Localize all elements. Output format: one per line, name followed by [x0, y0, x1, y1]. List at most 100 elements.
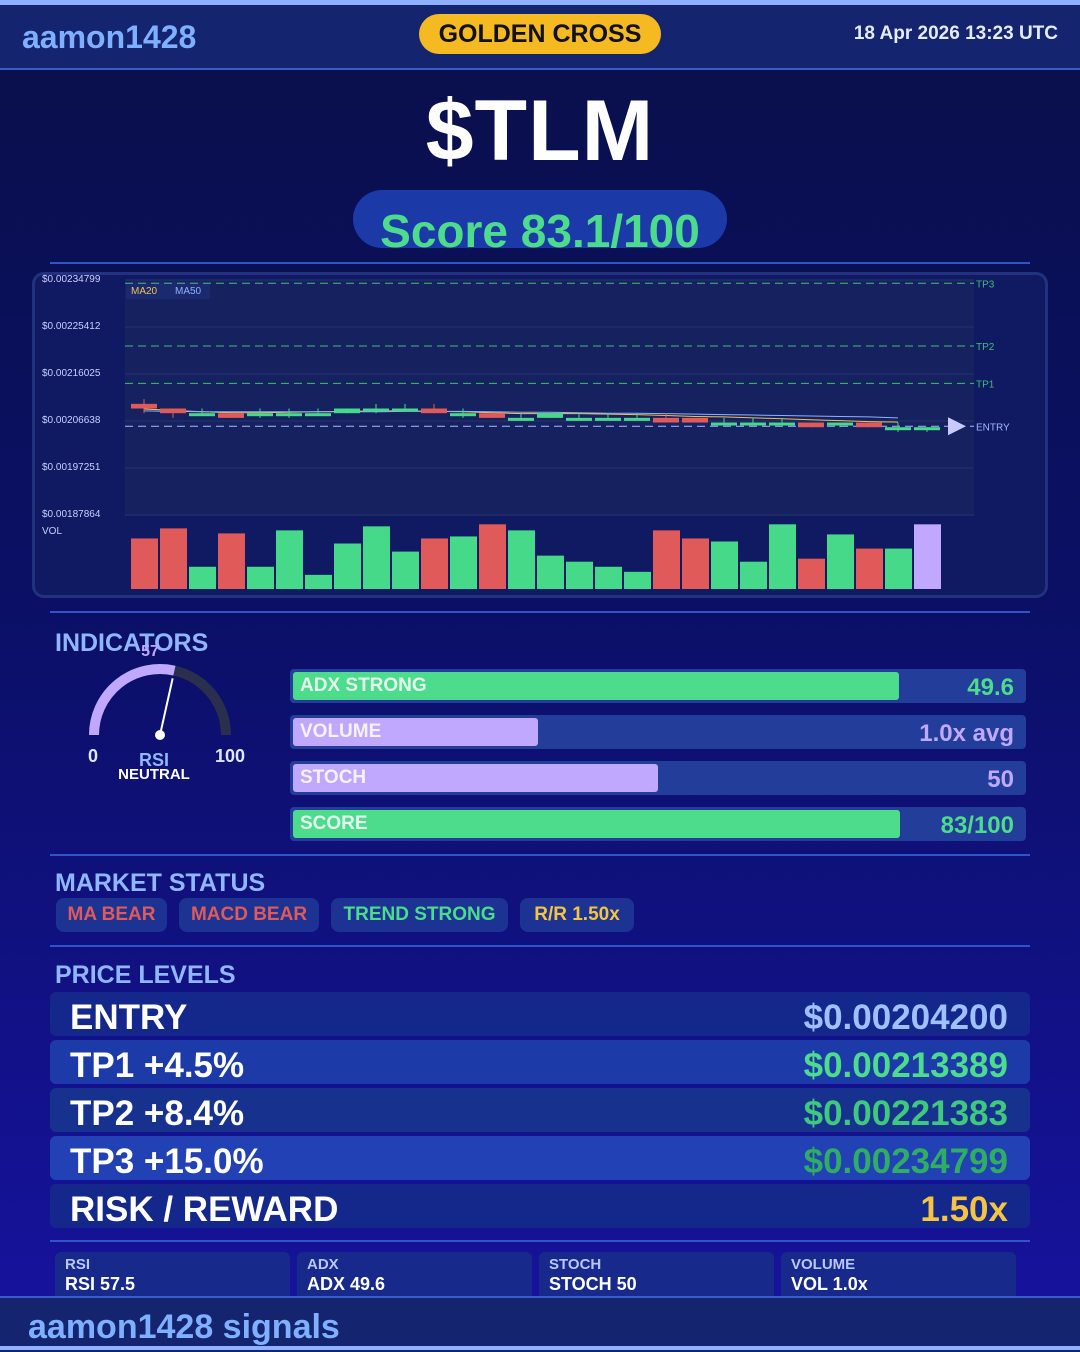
mini-stat-stoch: STOCH STOCH 50 — [539, 1252, 774, 1296]
entry-arrow — [948, 417, 966, 436]
volume-bar — [421, 538, 448, 589]
bar-value: 1.0x avg — [919, 720, 1014, 747]
gauge-hub — [155, 730, 165, 740]
price-level-name: RISK / REWARD — [70, 1190, 339, 1229]
candle-body — [682, 417, 708, 423]
volume-bar — [798, 558, 825, 589]
volume-bar — [189, 566, 216, 589]
volume-bar — [131, 538, 158, 589]
volume-bar — [711, 541, 738, 589]
rsi-value: 57 — [141, 643, 159, 660]
candle-body — [856, 422, 882, 428]
indicator-bar-adx: ADX STRONG 49.6 — [290, 669, 1026, 703]
volume-bar — [247, 566, 274, 589]
price-levels-title: PRICE LEVELS — [55, 961, 236, 989]
bar-fill — [293, 810, 900, 838]
rsi-state: NEUTRAL — [118, 766, 190, 783]
legend-box — [126, 282, 210, 299]
volume-label: VOL — [42, 526, 62, 537]
y-tick-label: $0.00187864 — [42, 509, 101, 520]
footer-bar: aamon1428 signals — [0, 1296, 1080, 1352]
level-label-tp3: TP3 — [976, 279, 995, 290]
price-level-name: TP3 +15.0% — [70, 1142, 264, 1181]
candle-body — [566, 417, 592, 421]
volume-bar — [827, 534, 854, 589]
bottom-accent-line — [0, 1346, 1080, 1350]
volume-bar — [566, 561, 593, 589]
bar-fill — [293, 718, 538, 746]
volume-bar — [479, 524, 506, 589]
legend-ma20: MA20 — [131, 286, 158, 297]
legend-ma50: MA50 — [175, 286, 202, 297]
candle-body — [392, 408, 418, 412]
y-tick-label: $0.00234799 — [42, 274, 101, 285]
candle-body — [798, 422, 824, 428]
rsi-name: RSI — [139, 750, 169, 770]
mini-stat-volume: VOLUME VOL 1.0x — [781, 1252, 1016, 1296]
y-tick-label: $0.00225412 — [42, 321, 101, 332]
price-level-value: $0.00221383 — [803, 1094, 1008, 1133]
candle-body — [827, 422, 853, 426]
divider — [50, 854, 1030, 856]
volume-bar — [682, 538, 709, 589]
indicators-title: INDICATORS — [55, 629, 209, 657]
candle-body — [508, 417, 534, 421]
volume-bar — [595, 566, 622, 589]
market-status-title: MARKET STATUS — [55, 869, 266, 897]
status-chip: MA BEAR — [56, 898, 167, 932]
price-level-value: $0.00204200 — [803, 998, 1008, 1037]
bar-label: STOCH — [300, 767, 367, 788]
mini-stat-value: ADX 49.6 — [307, 1274, 386, 1294]
candle-body — [740, 422, 766, 426]
candle-body — [160, 408, 186, 414]
price-level-row: TP2 +8.4% $0.00221383 — [50, 1088, 1030, 1133]
candle-body — [131, 403, 157, 409]
score-pill: Score 83.1/100 — [353, 190, 727, 248]
mini-stat-key: VOLUME — [791, 1256, 856, 1273]
volume-bar — [740, 561, 767, 589]
signal-badge: GOLDEN CROSS — [419, 14, 661, 54]
top-accent-line — [0, 0, 1080, 5]
candle-body — [769, 422, 795, 426]
bar-value: 49.6 — [967, 674, 1014, 701]
mini-stat-key: ADX — [307, 1256, 339, 1273]
volume-bar — [334, 543, 361, 589]
indicator-bar-stoch: STOCH 50 — [290, 761, 1026, 795]
level-label-tp2: TP2 — [976, 342, 995, 353]
divider — [50, 611, 1030, 613]
volume-bar — [363, 526, 390, 589]
volume-bar — [653, 530, 680, 589]
mini-stat-value: RSI 57.5 — [65, 1274, 136, 1294]
score-text: Score 83.1/100 — [380, 205, 700, 248]
gauge-fill — [89, 664, 176, 736]
status-chip: TREND STRONG — [331, 898, 508, 932]
candle-body — [595, 417, 621, 421]
mini-stat-key: STOCH — [549, 1256, 602, 1273]
candle-body — [421, 408, 447, 414]
price-level-row: TP3 +15.0% $0.00234799 — [50, 1136, 1030, 1181]
volume-bar — [392, 551, 419, 589]
y-tick-label: $0.00206638 — [42, 415, 101, 426]
status-chip: MACD BEAR — [179, 898, 319, 932]
level-label-entry: ENTRY — [976, 422, 1010, 433]
bar-fill — [293, 764, 658, 792]
y-tick-label: $0.00197251 — [42, 462, 101, 473]
y-tick-label: $0.00216025 — [42, 368, 101, 379]
price-level-value: $0.00234799 — [803, 1142, 1008, 1181]
volume-bar — [276, 530, 303, 589]
mini-stat-value: STOCH 50 — [549, 1274, 637, 1294]
status-chip: R/R 1.50x — [520, 898, 634, 932]
candle-body — [537, 413, 563, 418]
mini-stat-rsi: RSI RSI 57.5 — [55, 1252, 290, 1296]
bar-fill — [293, 672, 899, 700]
indicator-bar-score: SCORE 83/100 — [290, 807, 1026, 841]
price-chart: $0.00234799 $0.00225412 $0.00216025 $0.0020… — [42, 274, 1010, 589]
mini-stat-key: RSI — [65, 1256, 91, 1273]
volume-bar — [769, 524, 796, 589]
volume-bar — [537, 555, 564, 589]
bar-label: VOLUME — [300, 721, 382, 742]
price-level-row: TP1 +4.5% $0.00213389 — [50, 1040, 1030, 1085]
candle-body — [653, 417, 679, 423]
candle-body — [885, 427, 911, 431]
candle-body — [624, 417, 650, 421]
